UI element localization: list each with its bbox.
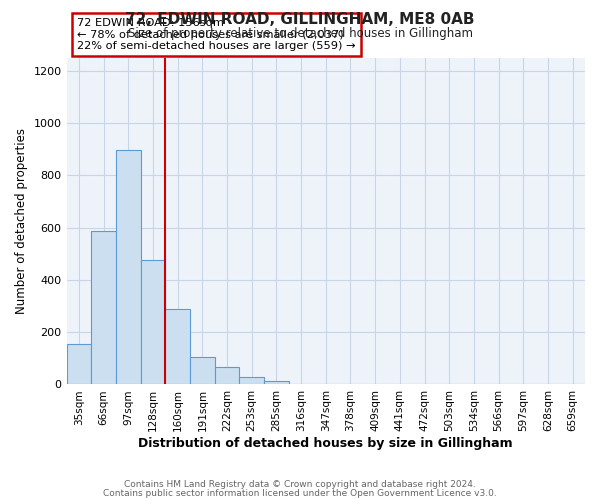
Bar — [91, 232, 116, 384]
Bar — [215, 368, 239, 384]
Bar — [190, 357, 215, 384]
Bar — [165, 308, 190, 384]
Text: 72, EDWIN ROAD, GILLINGHAM, ME8 0AB: 72, EDWIN ROAD, GILLINGHAM, ME8 0AB — [125, 12, 475, 28]
Text: 72 EDWIN ROAD: 156sqm
← 78% of detached houses are smaller (2,037)
22% of semi-d: 72 EDWIN ROAD: 156sqm ← 78% of detached … — [77, 18, 355, 51]
X-axis label: Distribution of detached houses by size in Gillingham: Distribution of detached houses by size … — [139, 437, 513, 450]
Text: Size of property relative to detached houses in Gillingham: Size of property relative to detached ho… — [128, 28, 473, 40]
Bar — [116, 150, 140, 384]
Bar — [239, 378, 264, 384]
Bar — [140, 260, 165, 384]
Text: Contains HM Land Registry data © Crown copyright and database right 2024.: Contains HM Land Registry data © Crown c… — [124, 480, 476, 489]
Text: Contains public sector information licensed under the Open Government Licence v3: Contains public sector information licen… — [103, 488, 497, 498]
Y-axis label: Number of detached properties: Number of detached properties — [15, 128, 28, 314]
Bar — [67, 344, 91, 385]
Bar — [264, 382, 289, 384]
